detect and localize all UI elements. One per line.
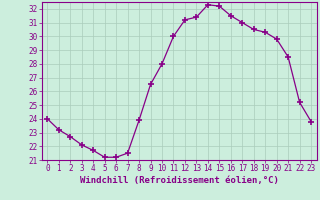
X-axis label: Windchill (Refroidissement éolien,°C): Windchill (Refroidissement éolien,°C) bbox=[80, 176, 279, 185]
